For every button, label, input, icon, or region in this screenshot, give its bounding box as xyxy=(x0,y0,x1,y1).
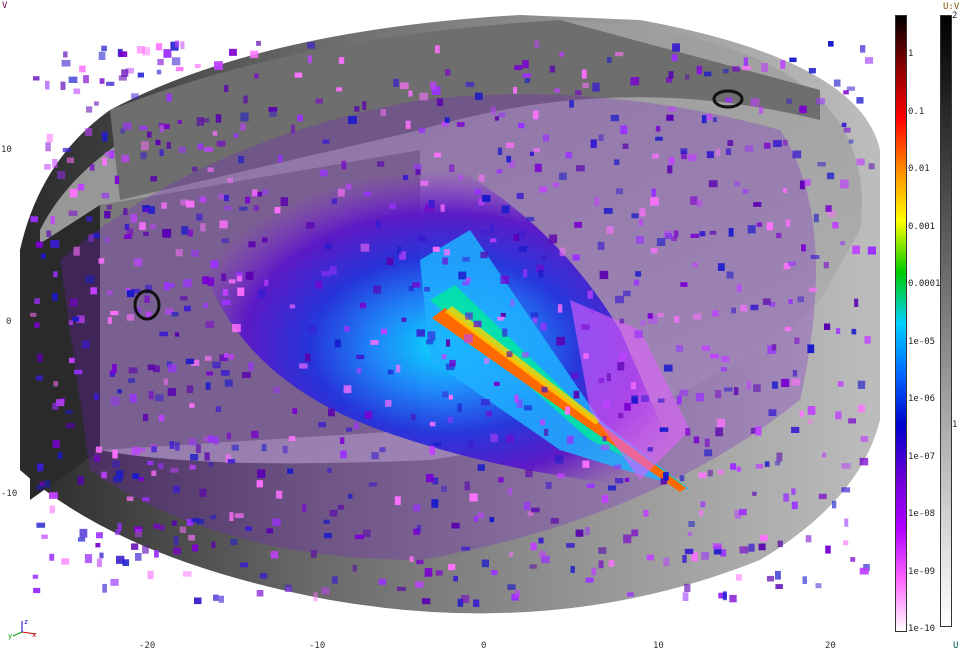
u-tick-label: 0 xyxy=(481,641,487,651)
z-axis-label: z xyxy=(24,618,29,626)
u-tick-label: -10 xyxy=(309,641,326,651)
colorbar-main-label: 0.1 xyxy=(908,106,925,117)
colorbar-gray-label: 1 xyxy=(952,420,958,430)
x-axis-label: x xyxy=(32,631,37,639)
orientation-triad: x z y xyxy=(8,618,40,640)
void-marker xyxy=(133,289,161,321)
v-tick-label: -10 xyxy=(1,489,18,499)
u-axis-label: U xyxy=(953,641,959,651)
colorbar-main-label: 1e-10 xyxy=(908,624,936,634)
colorbar-main xyxy=(895,15,907,632)
void-marker xyxy=(712,89,744,109)
colorbar-main-label: 0.01 xyxy=(908,164,930,174)
colorbar-main-label: 1e-05 xyxy=(908,336,936,347)
colorbar-main-label: 0.001 xyxy=(908,221,936,232)
colorbar-main-label: 1e-06 xyxy=(908,394,936,404)
colorbar-gray-title: U:V xyxy=(943,2,960,12)
colorbar-main-label: 1e-09 xyxy=(908,566,936,577)
y-axis-label: y xyxy=(8,632,13,640)
colorbar-main-label: 0.0001 xyxy=(908,279,941,289)
u-tick-label: 10 xyxy=(653,641,664,651)
cut-face-left xyxy=(30,205,100,500)
colorbar-main-label: 1e-07 xyxy=(908,451,936,462)
colorbar-gray-label: 2 xyxy=(952,11,958,21)
beam-core xyxy=(445,306,600,425)
dose-pixels xyxy=(30,40,876,607)
colorbar-gray xyxy=(940,15,952,627)
dose-hotspot xyxy=(570,300,690,480)
v-axis-label: V xyxy=(2,1,8,11)
u-tick-label: 20 xyxy=(825,641,836,651)
colorbar-main-label: 1 xyxy=(908,49,914,59)
dose-cone-inner xyxy=(430,285,688,488)
v-tick-label: 0 xyxy=(6,317,12,327)
3d-viewport[interactable] xyxy=(0,0,885,640)
dose-cone xyxy=(420,230,690,490)
colorbar-main-label: 1e-08 xyxy=(908,509,936,519)
back-wall xyxy=(110,20,820,200)
v-tick-label: 10 xyxy=(1,145,12,155)
u-tick-label: -20 xyxy=(139,641,156,651)
geometry-render xyxy=(20,15,880,614)
